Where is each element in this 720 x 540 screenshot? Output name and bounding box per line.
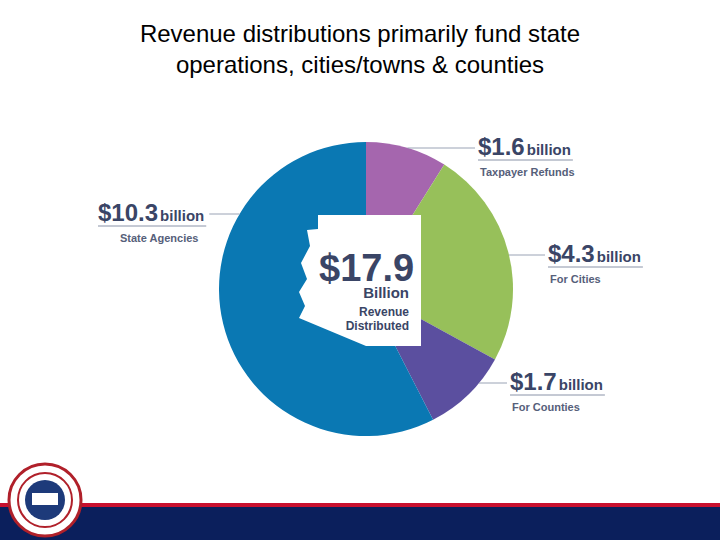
- footer-bar: [0, 507, 720, 540]
- pie: [219, 142, 513, 436]
- data-label: $1.6billion: [478, 133, 571, 160]
- category-label: State Agencies: [120, 232, 198, 244]
- leader-line: [509, 255, 545, 256]
- center-text: Revenue: [359, 305, 409, 319]
- label-underline: [548, 267, 643, 268]
- data-label: $1.7billion: [510, 368, 603, 395]
- leader-line: [408, 148, 475, 149]
- center-value: $17.9: [319, 247, 414, 289]
- data-label: $4.3billion: [548, 240, 641, 267]
- data-label-unit: billion: [527, 141, 571, 158]
- label-underline: [478, 160, 573, 161]
- data-label-unit: billion: [597, 248, 641, 265]
- label-underline: [510, 395, 605, 396]
- leader-line: [479, 383, 507, 384]
- data-label-unit: billion: [160, 207, 204, 224]
- slice-label: $10.3billion State Agencies: [98, 199, 240, 244]
- pie-slice: [219, 142, 433, 436]
- seal: [9, 464, 81, 536]
- data-label: $10.3billion: [98, 199, 204, 226]
- data-label-number: $1.6: [478, 133, 525, 160]
- slice-label: $1.7billion For Counties: [479, 368, 605, 413]
- footer-stripe: [0, 503, 720, 507]
- seal-inner: [18, 473, 72, 527]
- data-label-unit: billion: [559, 376, 603, 393]
- label-underline: [98, 226, 206, 227]
- category-label: Taxpayer Refunds: [480, 166, 575, 178]
- state-outline: [299, 215, 421, 346]
- seal-plate: [32, 493, 58, 505]
- center-text: Distributed: [346, 319, 409, 333]
- chart: $17.9BillionRevenueDistributed$1.6billio…: [0, 0, 720, 540]
- center-text: Billion: [363, 284, 409, 301]
- data-label-number: $1.7: [510, 368, 557, 395]
- title: Revenue distributions primarily fund sta…: [80, 18, 640, 80]
- category-label: For Cities: [550, 273, 601, 285]
- seal-ring: [9, 464, 81, 536]
- leader-line: [209, 214, 239, 215]
- seal-center: [25, 480, 65, 520]
- data-label-number: $4.3: [548, 240, 595, 267]
- slice-label: $4.3billion For Cities: [509, 240, 643, 285]
- slice-label: $1.6billion Taxpayer Refunds: [408, 133, 575, 178]
- category-label: For Counties: [512, 401, 580, 413]
- data-label-number: $10.3: [98, 199, 158, 226]
